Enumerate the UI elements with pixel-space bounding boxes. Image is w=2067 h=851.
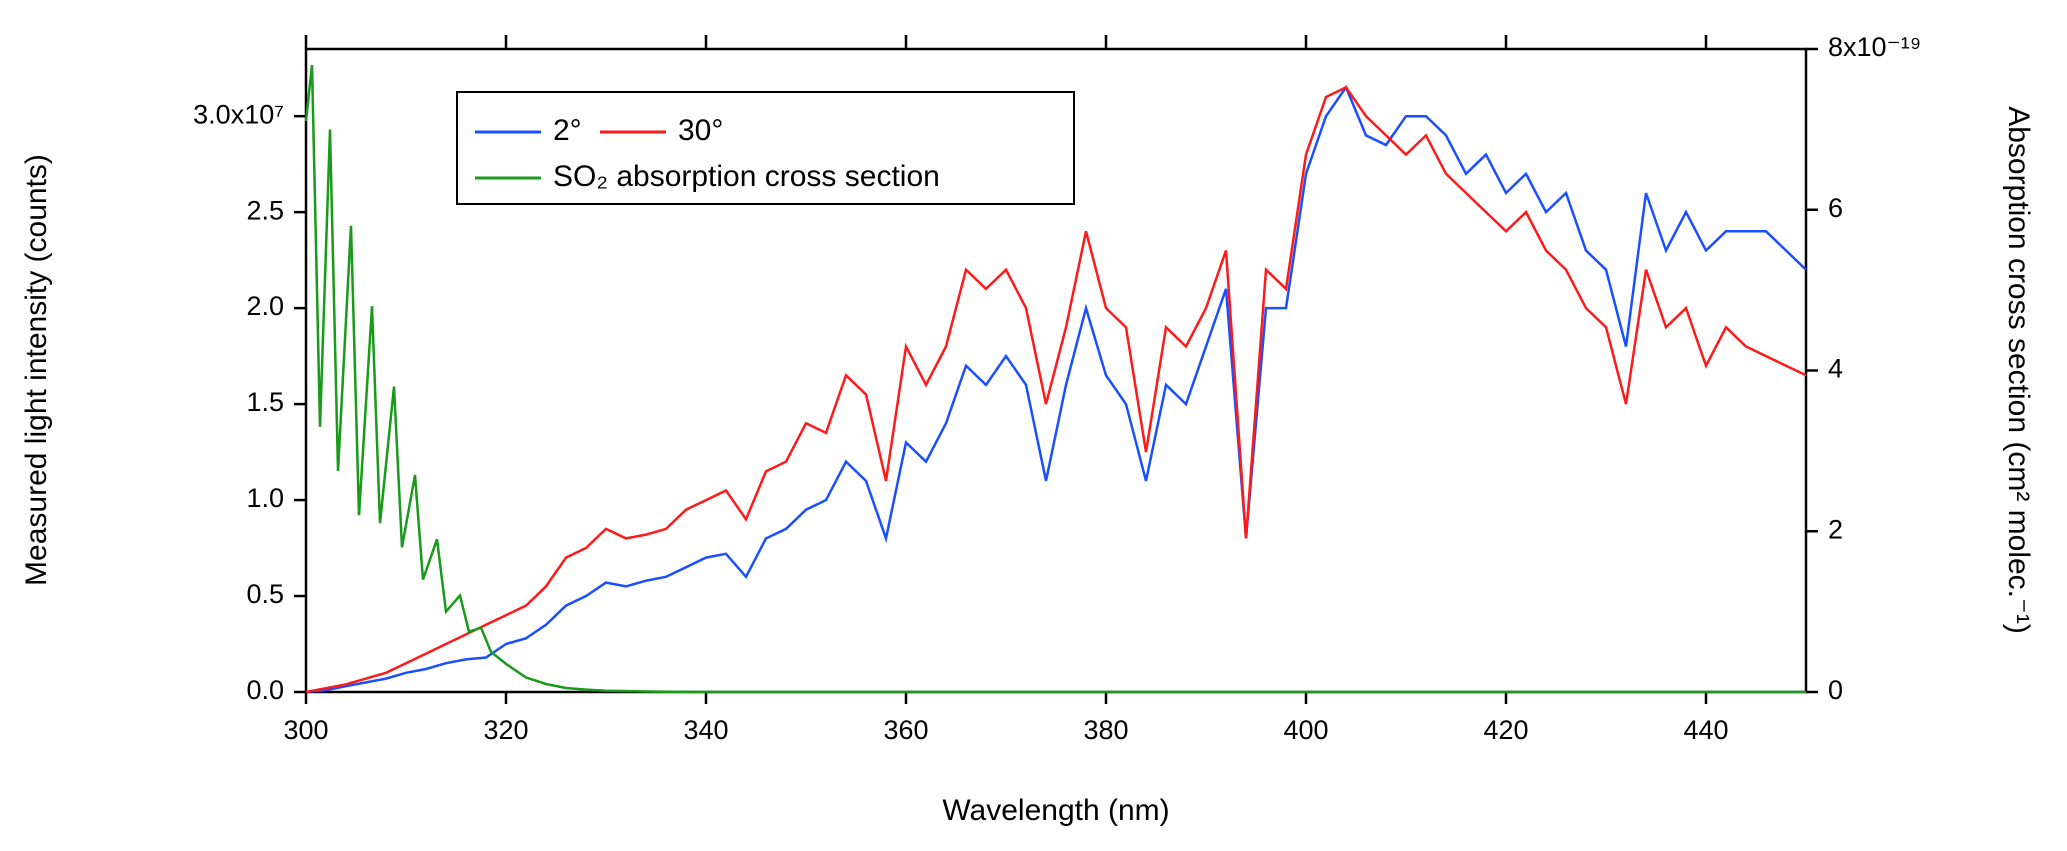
series-line [304, 64, 1806, 694]
y-axis-label: Measured light intensity (counts) [20, 154, 53, 586]
legend-label: 30° [678, 114, 723, 147]
legend-label: 2° [553, 114, 582, 147]
y-tick-label: 0.5 [246, 579, 284, 609]
y2-tick-label: 6 [1828, 193, 1843, 223]
legend-box [456, 91, 1075, 205]
x-tick-label: 420 [1483, 715, 1528, 745]
x-tick-label: 440 [1683, 715, 1728, 745]
x-tick-label: 380 [1083, 715, 1128, 745]
y-tick-label: 3.0x10⁷ [193, 99, 284, 129]
y2-axis-label: Absorption cross section (cm² molec.⁻¹) [2002, 106, 2035, 634]
legend-label: SO₂ absorption cross section [553, 160, 940, 193]
y2-tick-label: 4 [1828, 354, 1843, 384]
y-tick-label: 1.5 [246, 387, 284, 417]
y-tick-label: 2.0 [246, 291, 284, 321]
y2-tick-label: 8x10⁻¹⁹ [1828, 32, 1921, 62]
y-tick-label: 1.0 [246, 483, 284, 513]
x-tick-label: 320 [483, 715, 528, 745]
x-tick-label: 340 [683, 715, 728, 745]
series-line [305, 85, 1807, 694]
x-axis-label: Wavelength (nm) [942, 794, 1169, 827]
x-tick-label: 360 [883, 715, 928, 745]
y-tick-label: 0.0 [246, 675, 284, 705]
series-line [305, 84, 1807, 694]
x-tick-label: 400 [1283, 715, 1328, 745]
x-tick-label: 300 [283, 715, 328, 745]
y2-tick-label: 0 [1828, 675, 1843, 705]
y-tick-label: 2.5 [246, 195, 284, 225]
y2-tick-label: 2 [1828, 514, 1843, 544]
